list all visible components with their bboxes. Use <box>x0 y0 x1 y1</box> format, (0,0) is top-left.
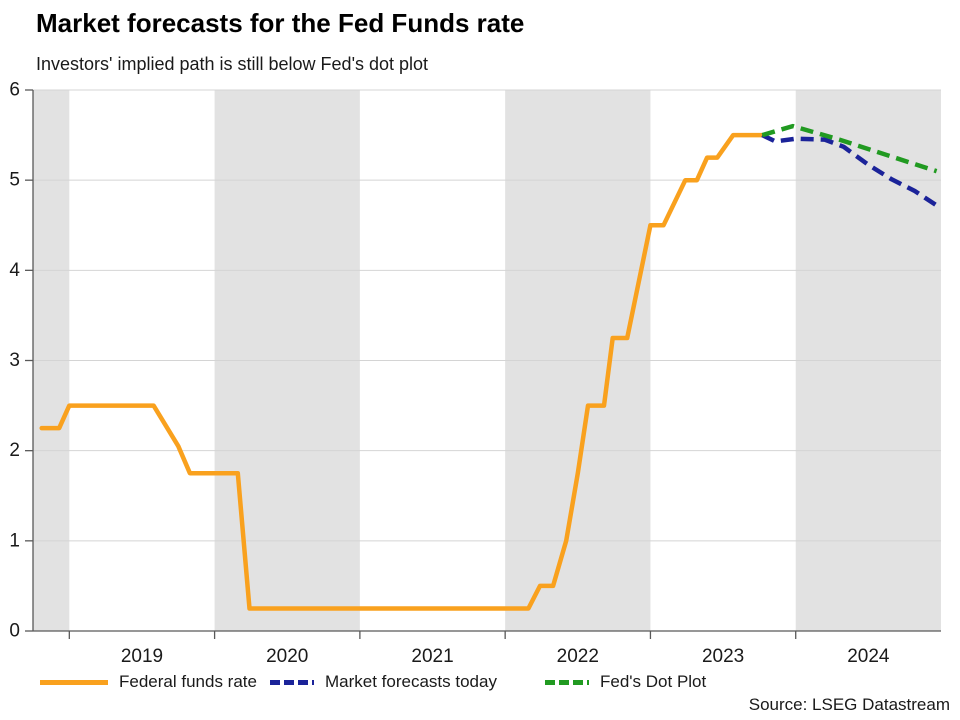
series-line-market-forecasts-today <box>761 133 938 208</box>
axes <box>25 89 941 639</box>
legend-label: Federal funds rate <box>119 672 257 691</box>
series-line-federal-funds-rate <box>39 132 765 611</box>
tick-labels: 0 1 2 3 4 5 6 2019 2020 2021 2022 2023 2024 <box>9 80 889 668</box>
x-tick-label: 2023 <box>702 646 744 667</box>
y-tick-label: 4 <box>9 260 20 281</box>
y-tick-label: 3 <box>9 350 20 371</box>
series-line-fed-s-dot-plot <box>761 123 938 174</box>
x-tick-label: 2022 <box>557 646 599 667</box>
legend-swatch-dashed-line <box>545 679 589 685</box>
legend-item-federal-funds-rate: Federal funds rate <box>40 668 257 696</box>
legend-item-feds-dot-plot: Fed's Dot Plot <box>545 668 706 696</box>
legend: Federal funds rate Market forecasts toda… <box>0 668 960 696</box>
legend-swatch-solid-line <box>40 679 108 685</box>
x-tick-label: 2019 <box>121 646 163 667</box>
y-tick-label: 1 <box>9 530 20 551</box>
chart-subtitle: Investors' implied path is still below F… <box>36 54 429 74</box>
chart-title: Market forecasts for the Fed Funds rate <box>36 8 525 38</box>
y-tick-label: 6 <box>9 80 20 101</box>
y-tick-label: 0 <box>9 621 20 642</box>
x-tick-label: 2021 <box>411 646 453 667</box>
x-tick-label: 2020 <box>266 646 308 667</box>
legend-item-market-forecasts: Market forecasts today <box>270 668 497 696</box>
y-tick-label: 2 <box>9 440 20 461</box>
source-credit: Source: LSEG Datastream <box>748 695 950 714</box>
gridlines <box>33 89 941 542</box>
legend-label: Market forecasts today <box>325 672 497 691</box>
legend-label: Fed's Dot Plot <box>600 672 707 691</box>
legend-swatch-dashed-line <box>270 679 314 685</box>
data-series <box>39 123 938 611</box>
x-tick-label: 2024 <box>847 646 890 667</box>
y-tick-label: 5 <box>9 170 20 191</box>
